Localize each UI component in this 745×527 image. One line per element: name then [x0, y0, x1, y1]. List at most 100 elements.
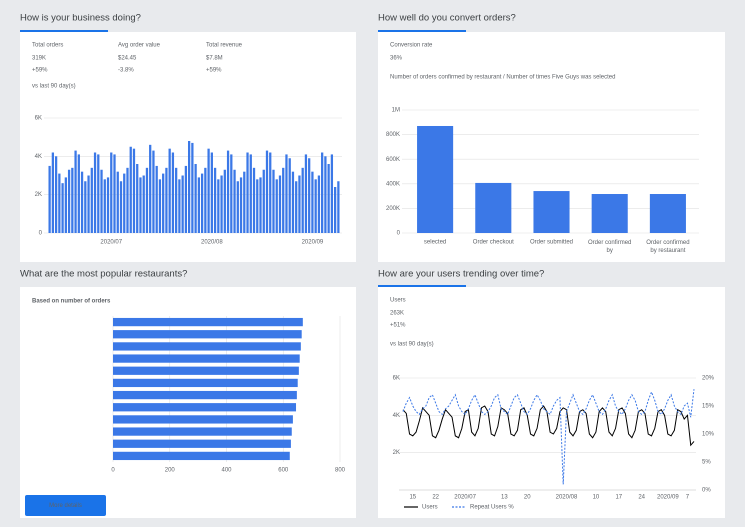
- kpi-label: Total orders: [32, 43, 63, 49]
- bar: [84, 181, 86, 233]
- bar: [266, 151, 268, 233]
- tab-underline: [378, 285, 466, 287]
- x-tick-label: 2020/09: [657, 495, 679, 501]
- kpi-value: 36%: [390, 56, 403, 62]
- bar: [71, 168, 73, 233]
- bar: [139, 177, 141, 233]
- bar: [68, 170, 70, 233]
- bar: [182, 176, 184, 234]
- bar: [250, 154, 252, 233]
- bar: [201, 174, 203, 233]
- bar: [149, 145, 151, 233]
- bar: [152, 151, 154, 233]
- bar: [214, 168, 216, 233]
- bar: [276, 179, 278, 233]
- bar: [100, 170, 102, 233]
- y-tick-label: 6K: [393, 376, 400, 382]
- bar: [165, 168, 167, 233]
- bar: [253, 168, 255, 233]
- x-tick-label: 2020/07: [454, 495, 476, 501]
- bar: [185, 166, 187, 233]
- section-heading: How is your business doing?: [20, 13, 141, 24]
- bar: [233, 170, 235, 233]
- bar: [311, 172, 313, 233]
- tab-underline: [378, 30, 466, 32]
- bar: [650, 194, 686, 233]
- bar: [298, 176, 300, 234]
- bar: [263, 170, 265, 233]
- bar: [204, 168, 206, 233]
- bar: [113, 367, 299, 375]
- bar: [188, 141, 190, 233]
- bar: [237, 181, 239, 233]
- bar: [113, 391, 297, 399]
- bar: [295, 181, 297, 233]
- x-tick-label: selected: [424, 240, 446, 246]
- bar: [133, 149, 135, 233]
- y-tick-label: 800K: [386, 132, 400, 138]
- bar: [305, 154, 307, 233]
- bar: [172, 153, 174, 234]
- x-tick-label: 20: [524, 495, 531, 501]
- bar: [207, 149, 209, 233]
- x-tick-label: Order submitted: [530, 240, 573, 246]
- bar: [224, 170, 226, 233]
- bar: [169, 149, 171, 233]
- bar: [230, 154, 232, 233]
- tab-underline: [20, 30, 108, 32]
- bar: [321, 153, 323, 234]
- x-tick-label: 15: [409, 495, 416, 501]
- bar: [87, 176, 89, 234]
- y-tick-label: 4K: [393, 413, 400, 419]
- bar: [143, 176, 145, 234]
- bar: [240, 177, 242, 233]
- comparison-note: vs last 90 day(s): [32, 84, 76, 90]
- x-tick-label: 2020/07: [100, 240, 122, 246]
- chart-subtitle: Based on number of orders: [32, 299, 111, 305]
- kpi-change: +59%: [32, 68, 48, 74]
- bar: [110, 153, 112, 234]
- bar: [113, 354, 300, 362]
- section-heading: What are the most popular restaurants?: [20, 269, 187, 280]
- kpi-value: 263K: [390, 311, 404, 317]
- more-details-label[interactable]: More details: [49, 503, 82, 509]
- y-tick-label: 600K: [386, 157, 400, 163]
- y-tick-label: 2K: [393, 450, 400, 456]
- bar: [315, 179, 317, 233]
- y-tick-label: 0%: [702, 488, 711, 494]
- bar: [81, 172, 83, 233]
- bar: [130, 147, 132, 233]
- y-tick-label: 6K: [35, 116, 42, 122]
- bar: [61, 183, 63, 233]
- kpi-value: $24.45: [118, 56, 137, 62]
- kpi-label: Total revenue: [206, 43, 243, 49]
- bar: [65, 177, 67, 233]
- bar: [259, 177, 261, 233]
- x-tick-label: 600: [278, 468, 289, 474]
- kpi-value: 319K: [32, 56, 46, 62]
- bar: [104, 179, 106, 233]
- bar: [318, 176, 320, 234]
- bar: [279, 176, 281, 234]
- bar: [162, 174, 164, 233]
- bar: [113, 415, 293, 423]
- bar: [113, 379, 298, 387]
- bar: [227, 151, 229, 233]
- kpi-label: Users: [390, 298, 406, 304]
- bar: [113, 440, 291, 448]
- bar: [533, 191, 569, 233]
- bar: [337, 181, 339, 233]
- x-tick-label: 10: [593, 495, 600, 501]
- bar: [123, 174, 125, 233]
- bar: [55, 156, 57, 233]
- bar: [156, 166, 158, 233]
- y-tick-label: 200K: [386, 206, 400, 212]
- y-tick-label: 2K: [35, 192, 42, 198]
- y-tick-label: 400K: [386, 181, 400, 187]
- kpi-label: Conversion rate: [390, 43, 433, 49]
- y-tick-label: 20%: [702, 376, 715, 382]
- bar: [91, 168, 93, 233]
- comparison-note: vs last 90 day(s): [390, 342, 434, 348]
- bar: [475, 183, 511, 233]
